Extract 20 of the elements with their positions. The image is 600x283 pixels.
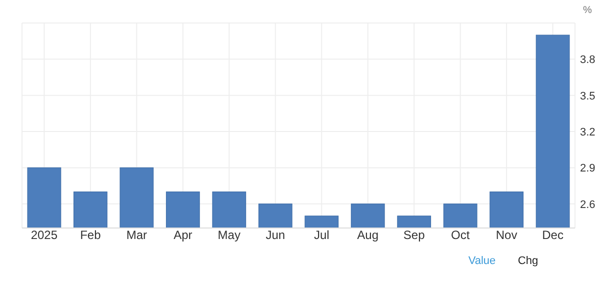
y-tick-label: 2.6 [580, 198, 596, 211]
text: Value [468, 255, 496, 267]
x-tick-label: 2025 [30, 228, 58, 242]
x-tick-label: Dec [542, 228, 564, 242]
x-tick-label: Feb [80, 228, 102, 242]
y-tick-label: 2.9 [580, 162, 596, 175]
x-tick-label: Sep [403, 228, 426, 242]
x-tick-label: Mar [126, 228, 148, 242]
x-tick-label: Oct [450, 228, 470, 242]
text: Chg [518, 255, 538, 267]
x-tick-label: Nov [496, 228, 518, 242]
x-tick-label: Jun [266, 228, 286, 242]
y-tick-label: 3.2 [580, 126, 596, 139]
x-tick-label: Jul [314, 228, 330, 242]
y-axis-title: % [583, 5, 592, 16]
x-tick-label: May [218, 228, 240, 242]
y-tick-label: 3.5 [580, 90, 596, 102]
y-tick-label: 3.8 [580, 54, 596, 66]
x-tick-label: Apr [174, 228, 192, 242]
x-tick-label: Aug [357, 228, 379, 242]
